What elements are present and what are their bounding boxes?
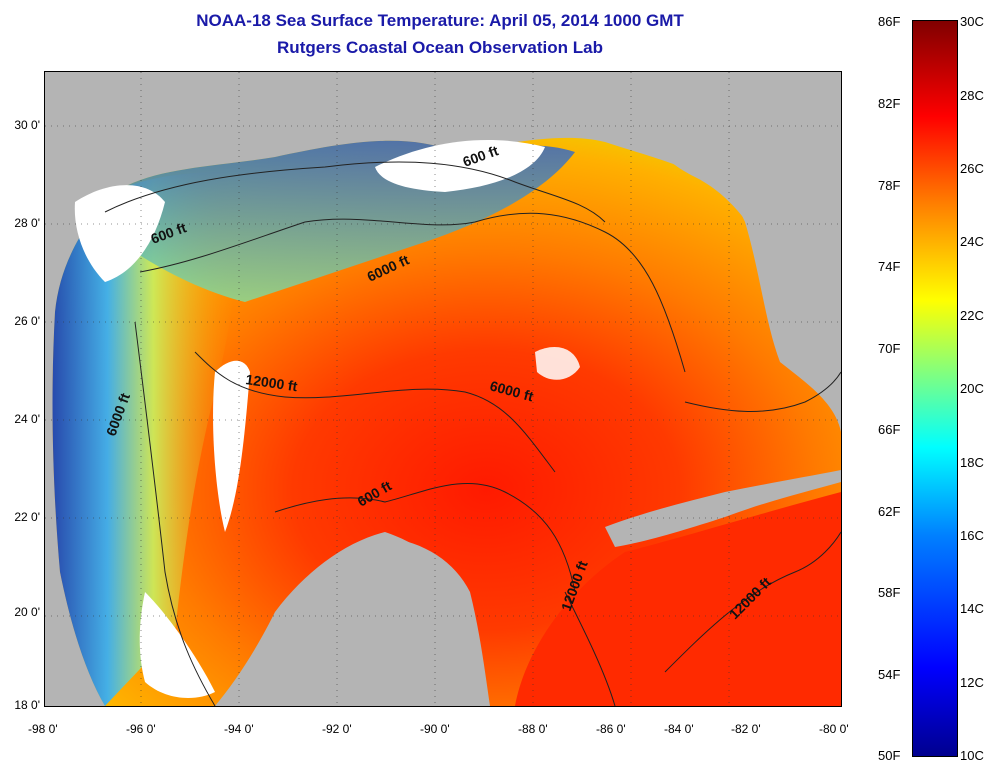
lat-tick-28: 28 0' [14,216,40,230]
yucatan-land [225,537,490,706]
colorbar-label-66f: 66F [878,422,901,437]
cloud-patch-bay [535,347,580,380]
colorbar-label-10c: 10C [960,748,984,763]
colorbar-label-14c: 14C [960,601,984,616]
lat-tick-24: 24 0' [14,412,40,426]
colorbar-label-22c: 22C [960,308,984,323]
colorbar-label-20c: 20C [960,381,984,396]
temperature-colorbar [912,20,958,757]
sst-map: 600 ft 600 ft 6000 ft 12000 ft 6000 ft 6… [44,71,842,707]
lon-tick-82: -82 0' [731,722,761,736]
map-subtitle: Rutgers Coastal Ocean Observation Lab [277,38,603,57]
caribbean-water [515,492,841,706]
lon-tick-86: -86 0' [596,722,626,736]
cloud-patch-texas [74,185,165,282]
north-coast-land [45,72,841,192]
western-shelf-cool-water [52,172,236,706]
lon-tick-92: -92 0' [322,722,352,736]
colorbar-label-82f: 82F [878,96,901,111]
lon-tick-84: -84 0' [664,722,694,736]
map-title: NOAA-18 Sea Surface Temperature: April 0… [196,11,684,30]
colorbar-label-86f: 86F [878,14,901,29]
colorbar-label-30c: 30C [960,14,984,29]
lat-tick-30: 30 0' [14,118,40,132]
lat-tick-20: 20 0' [14,605,40,619]
colorbar-label-70f: 70F [878,341,901,356]
lon-tick-96: -96 0' [126,722,156,736]
lon-tick-90: -90 0' [420,722,450,736]
lon-tick-88: -88 0' [518,722,548,736]
lon-tick-94: -94 0' [224,722,254,736]
cuba-land [605,470,841,547]
colorbar-label-50f: 50F [878,748,901,763]
colorbar-label-26c: 26C [960,161,984,176]
florida-land [645,72,841,372]
cloud-patch-central [213,360,250,532]
colorbar-label-18c: 18C [960,455,984,470]
colorbar-label-28c: 28C [960,88,984,103]
lat-tick-22: 22 0' [14,510,40,524]
lat-tick-26: 26 0' [14,314,40,328]
lat-tick-18: 18 0' [14,698,40,712]
colorbar-label-58f: 58F [878,585,901,600]
colorbar-label-12c: 12C [960,675,984,690]
sst-map-canvas: 600 ft 600 ft 6000 ft 12000 ft 6000 ft 6… [45,72,841,706]
colorbar-label-16c: 16C [960,528,984,543]
colorbar-label-62f: 62F [878,504,901,519]
lon-tick-98: -98 0' [28,722,58,736]
contour-label-12000-west: 12000 ft [245,371,299,394]
cloud-patch-louisiana [375,139,545,192]
graticule [45,72,841,706]
colorbar-label-74f: 74F [878,259,901,274]
colorbar-label-54f: 54F [878,667,901,682]
bathymetry-contours [104,161,841,706]
lon-tick-80: -80 0' [819,722,849,736]
colorbar-label-78f: 78F [878,178,901,193]
colorbar-label-24c: 24C [960,234,984,249]
